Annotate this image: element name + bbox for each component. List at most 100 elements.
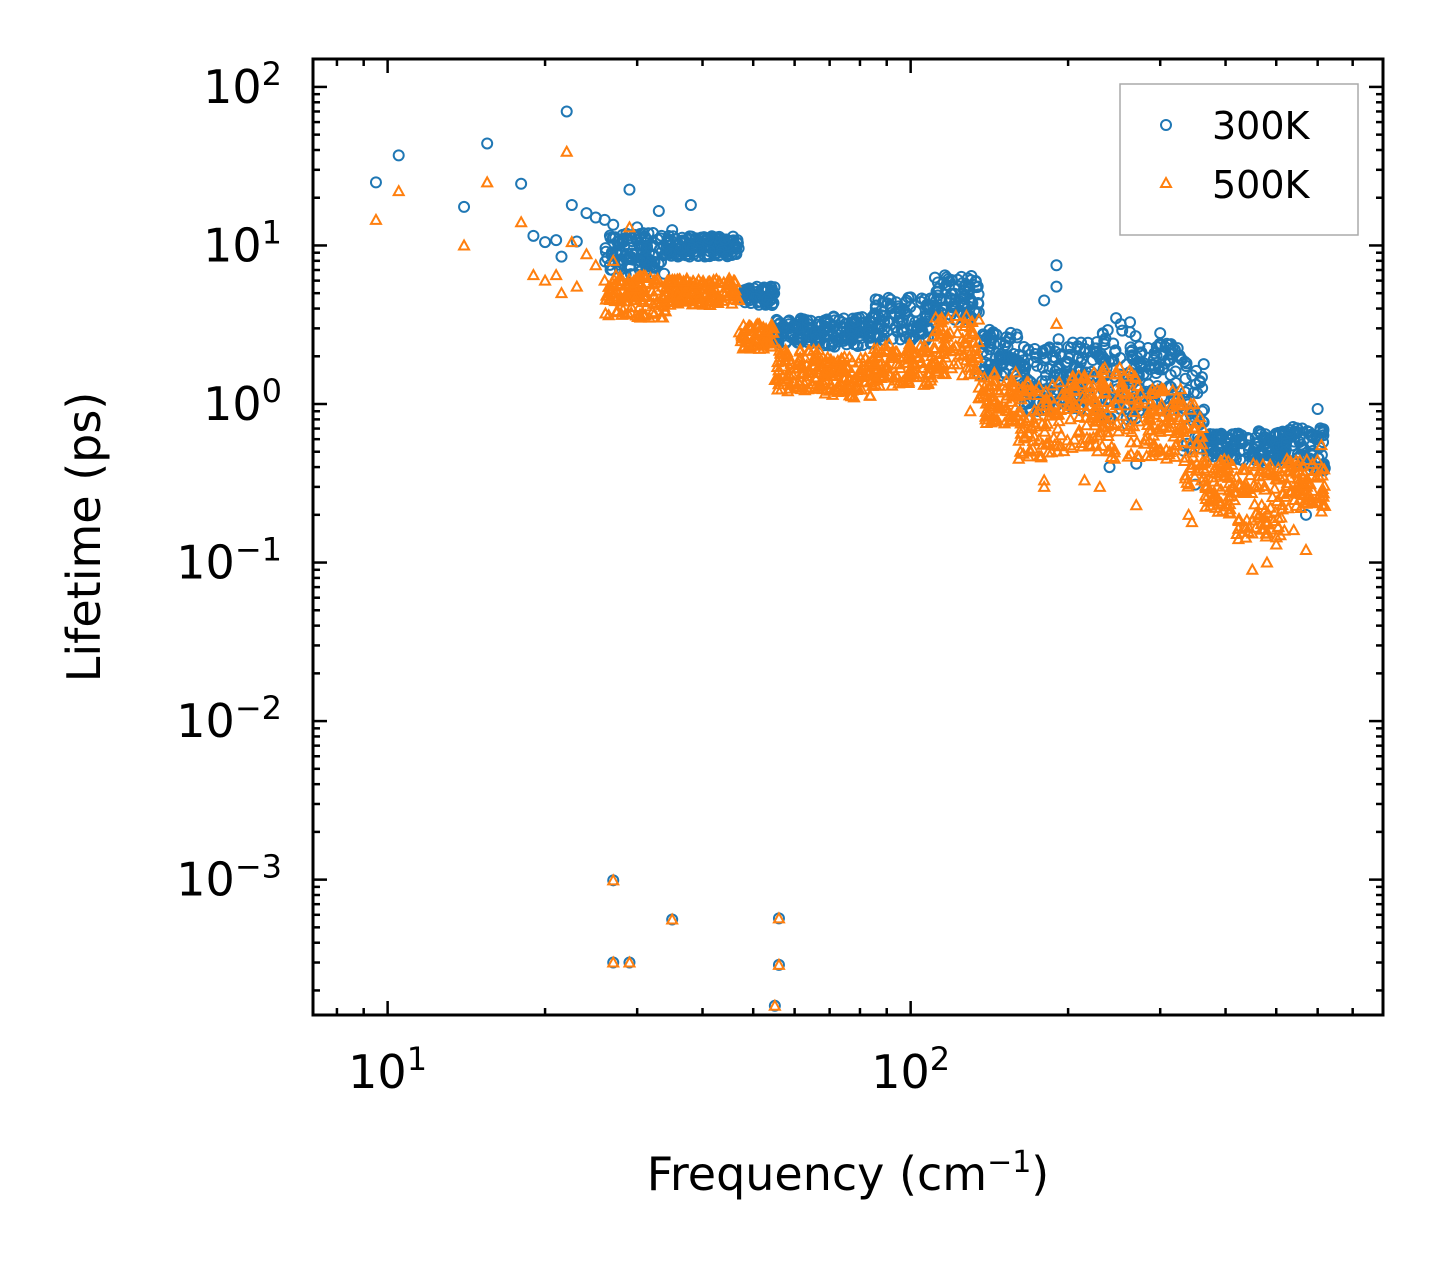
data-point-500k — [847, 390, 861, 403]
data-point-500k — [1032, 432, 1046, 445]
data-point-500k — [1089, 395, 1104, 408]
data-point-500k — [1296, 478, 1311, 491]
data-point-500k — [1019, 387, 1033, 400]
data-point-500k — [612, 293, 627, 306]
data-point-500k — [994, 400, 1009, 413]
data-point-500k — [1208, 500, 1223, 513]
data-point-500k — [1122, 363, 1137, 376]
data-point-500k — [703, 286, 718, 299]
data-point-500k — [937, 331, 952, 344]
data-point-500k — [549, 268, 563, 281]
data-point-300k — [655, 255, 668, 268]
data-point-500k — [798, 383, 812, 396]
data-point-500k — [936, 361, 950, 374]
data-point-500k — [867, 356, 881, 369]
data-point-300k — [1166, 342, 1179, 355]
data-point-500k — [1186, 421, 1201, 434]
data-point-300k — [1232, 427, 1245, 440]
data-point-500k — [834, 363, 848, 376]
data-point-500k — [771, 371, 785, 384]
data-point-300k — [778, 320, 791, 333]
legend-marker-300k — [1160, 119, 1172, 131]
data-point-500k — [1131, 378, 1145, 391]
data-point-300k — [655, 229, 668, 242]
data-point-500k — [1257, 479, 1272, 492]
legend: 300K 500K — [1119, 83, 1359, 236]
data-point-500k — [1195, 437, 1209, 450]
data-point-500k — [621, 290, 635, 303]
data-point-500k — [1099, 386, 1113, 399]
data-point-500k — [1280, 476, 1294, 489]
data-point-500k — [1057, 444, 1071, 457]
data-point-500k — [627, 293, 641, 306]
data-point-500k — [647, 273, 661, 286]
data-point-300k — [458, 200, 471, 213]
data-point-500k — [983, 399, 997, 412]
x-tick-label: 102 — [871, 1040, 950, 1099]
data-point-300k — [1178, 355, 1191, 368]
data-point-500k — [999, 391, 1013, 404]
data-point-300k — [1051, 341, 1064, 354]
data-point-500k — [1119, 398, 1133, 411]
data-point-500k — [1299, 496, 1314, 509]
data-point-500k — [711, 295, 725, 308]
data-point-300k — [684, 198, 697, 211]
legend-box — [1119, 83, 1359, 236]
data-point-500k — [1032, 379, 1046, 392]
data-point-500k — [1288, 464, 1303, 477]
data-point-300k — [1037, 354, 1050, 367]
data-point-500k — [689, 276, 704, 289]
data-point-500k — [1260, 517, 1274, 530]
data-point-500k — [753, 338, 767, 351]
y-tick-label: 101 — [203, 213, 282, 272]
data-point-500k — [801, 363, 816, 376]
data-point-500k — [1198, 454, 1212, 467]
data-point-300k — [1290, 422, 1303, 435]
data-point-300k — [818, 314, 831, 327]
data-point-500k — [692, 291, 706, 304]
data-point-500k — [1022, 410, 1036, 423]
data-point-300k — [1251, 440, 1264, 453]
data-point-500k — [959, 353, 973, 366]
data-point-300k — [1253, 435, 1266, 448]
data-point-500k — [1079, 418, 1094, 431]
data-point-500k — [787, 375, 801, 389]
data-point-300k — [1078, 346, 1091, 359]
data-point-500k — [1008, 365, 1023, 378]
data-point-500k — [1293, 453, 1307, 466]
data-point-500k — [622, 220, 637, 233]
data-point-500k — [1019, 414, 1033, 427]
data-point-300k — [787, 320, 800, 333]
data-point-500k — [820, 364, 834, 377]
data-point-300k — [972, 288, 985, 301]
data-point-500k — [1069, 398, 1083, 411]
data-point-500k — [926, 355, 940, 369]
data-point-300k — [527, 229, 540, 242]
data-point-500k — [765, 324, 780, 337]
data-point-300k — [870, 299, 883, 312]
data-point-500k — [1237, 478, 1252, 491]
data-point-300k — [728, 247, 741, 260]
data-point-500k — [858, 351, 873, 364]
data-point-500k — [765, 339, 780, 352]
data-point-500k — [1267, 466, 1281, 479]
data-point-500k — [990, 413, 1005, 426]
data-point-500k — [1210, 479, 1224, 492]
data-point-500k — [1145, 402, 1159, 415]
data-point-500k — [1185, 515, 1199, 528]
data-point-300k — [1254, 446, 1267, 459]
data-point-500k — [1163, 399, 1178, 412]
data-point-500k — [1040, 416, 1055, 429]
data-point-500k — [1249, 520, 1263, 533]
data-point-300k — [1157, 349, 1170, 362]
data-point-500k — [1137, 436, 1152, 449]
data-point-300k — [761, 293, 774, 306]
data-point-500k — [1133, 386, 1148, 399]
data-point-500k — [665, 912, 679, 925]
data-point-500k — [1032, 387, 1046, 400]
data-point-500k — [967, 335, 981, 348]
data-point-500k — [1049, 316, 1064, 329]
data-point-300k — [956, 277, 969, 290]
data-point-300k — [698, 250, 711, 263]
